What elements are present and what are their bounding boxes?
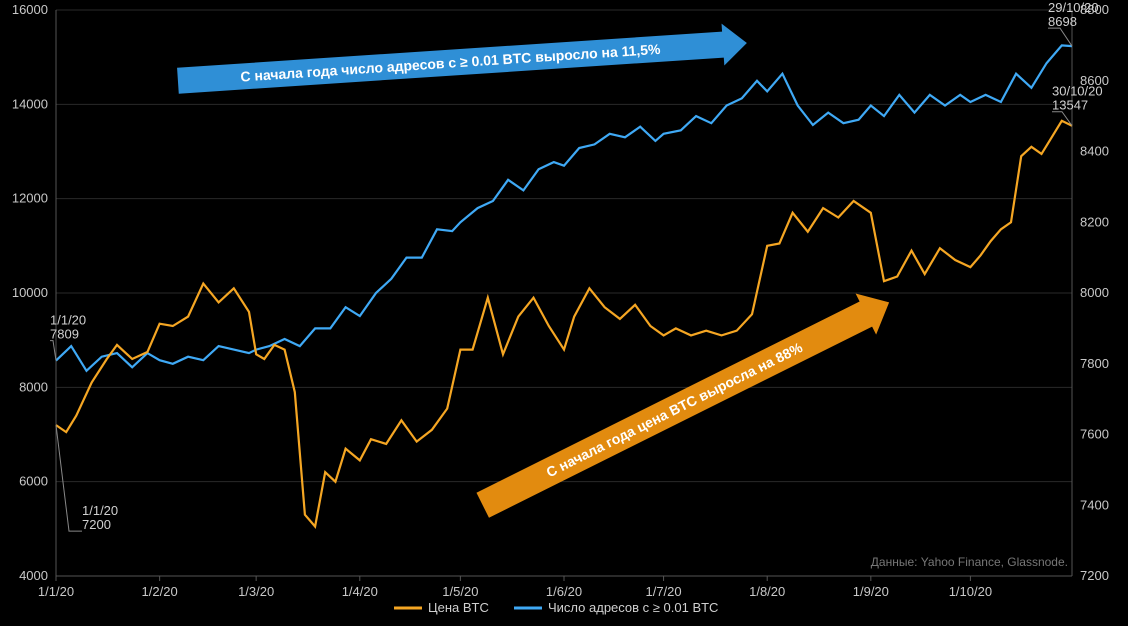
x-tick-label: 1/10/20 [949,584,992,599]
callout-price-start-leader [56,425,82,531]
y-left-tick-label: 12000 [12,191,48,206]
callout-price-start-line1: 1/1/20 [82,503,118,518]
arrow-addresses: С начала года число адресов с ≥ 0.01 BTC… [177,22,749,102]
callout-addr-start-line1: 1/1/20 [50,313,86,328]
x-tick-label: 1/4/20 [342,584,378,599]
callout-addr-start-leader [50,341,56,361]
callout-addr-start-line2: 7809 [50,327,79,342]
x-tick-label: 1/2/20 [142,584,178,599]
data-credit: Данные: Yahoo Finance, Glassnode. [871,555,1068,569]
callout-addr-end-leader [1048,28,1072,46]
callout-addr-end-line1: 29/10/20 [1048,0,1099,15]
x-tick-label: 1/8/20 [749,584,785,599]
chart-svg: 4000 6000 8000 10000 12000 14000 16000 7200 7400… [0,0,1128,626]
callout-addr-end-line2: 8698 [1048,14,1077,29]
y-left-tick-label: 14000 [12,96,48,111]
legend-label-price: Цена BTC [428,600,489,615]
y-right-tick-label: 7400 [1080,497,1109,512]
y-left-tick-label: 10000 [12,285,48,300]
y-left-tick-label: 6000 [19,474,48,489]
legend-label-addresses: Число адресов с ≥ 0.01 BTC [548,600,718,615]
callout-price-end-line1: 30/10/20 [1052,84,1103,99]
x-tick-label: 1/6/20 [546,584,582,599]
y-right-tick-label: 8000 [1080,285,1109,300]
arrow-price-label: С начала года цена BTC выросла на 88% [544,339,806,480]
callout-price-end-line2: 13547 [1052,98,1088,113]
y-left-tick-label: 8000 [19,379,48,394]
callout-price-start-line2: 7200 [82,517,111,532]
chart-container: 4000 6000 8000 10000 12000 14000 16000 7200 7400… [0,0,1128,626]
y-right-tick-label: 7800 [1080,356,1109,371]
x-tick-label: 1/7/20 [645,584,681,599]
y-left-tick-label: 4000 [19,568,48,583]
y-right-tick-label: 8400 [1080,144,1109,159]
y-right-tick-label: 8200 [1080,214,1109,229]
x-tick-label: 1/3/20 [238,584,274,599]
y-right-tick-label: 7600 [1080,427,1109,442]
y-left-tick-label: 16000 [12,2,48,17]
series-addresses [56,45,1072,370]
arrow-price: С начала года цена BTC выросла на 88% [472,282,899,526]
y-right-tick-label: 7200 [1080,568,1109,583]
x-tick-label: 1/5/20 [442,584,478,599]
x-tick-label: 1/9/20 [853,584,889,599]
x-tick-label: 1/1/20 [38,584,74,599]
